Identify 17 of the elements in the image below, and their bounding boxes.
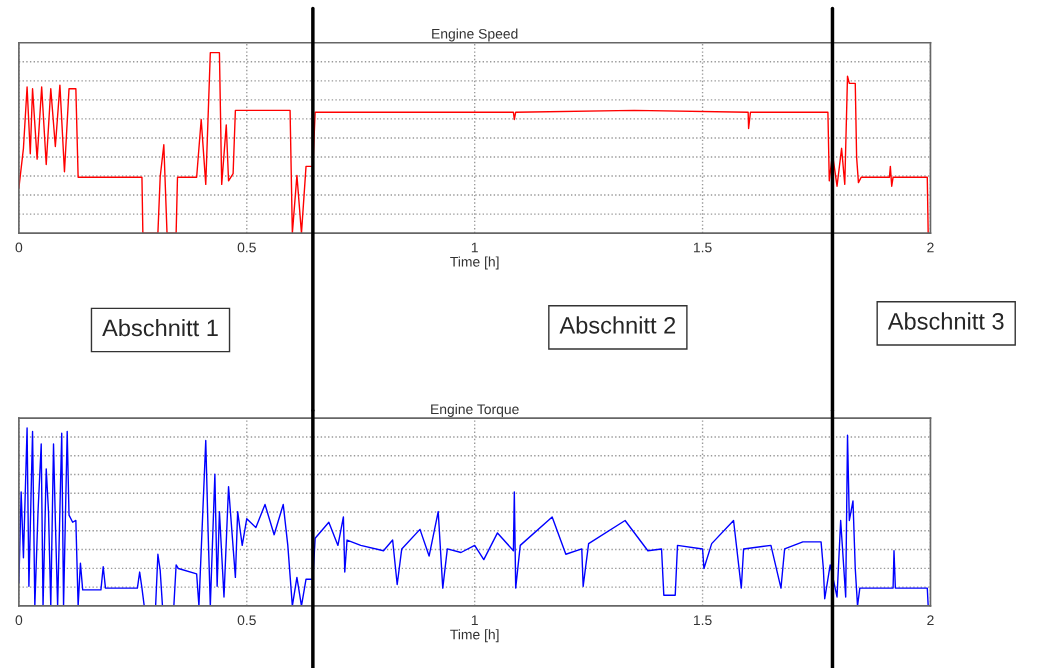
x-tick-label: 0.5 [237, 615, 256, 626]
text: Abschnitt 3 [887, 312, 1004, 330]
x-tick-label: 0 [15, 615, 23, 626]
x-tick-label: 1.5 [693, 615, 712, 626]
x-tick-label: 1 [471, 242, 478, 253]
x-tick-label: 1.5 [693, 242, 712, 253]
x-tick-label: 1 [471, 615, 478, 625]
text: Abschnitt 1 [102, 318, 218, 337]
text: Abschnitt 2 [559, 316, 676, 334]
x-axis-title: Time [h] [450, 256, 499, 270]
chart-title: Engine Torque [431, 403, 519, 417]
x-tick-label: 0 [15, 242, 23, 253]
chart-title: Engine Speed [432, 28, 518, 42]
x-axis-title: Time [h] [450, 629, 499, 643]
x-tick-label: 2 [927, 242, 934, 253]
x-tick-label: 2 [927, 615, 934, 625]
x-tick-label: 0.5 [237, 242, 256, 253]
